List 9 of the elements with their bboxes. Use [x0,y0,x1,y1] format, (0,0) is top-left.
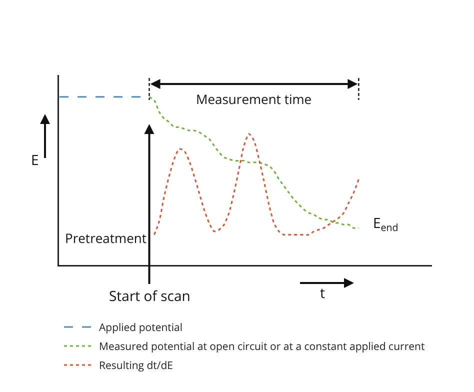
annotation: Measurement time [196,90,312,108]
text: Start of scan [109,287,190,306]
legend-label: Resulting dt/dE [99,359,174,374]
text: E$_{end}$ [373,214,398,234]
legend-label: Measured potential at open circuit or at a constant applied current [99,340,425,354]
x-axis-title: t [320,284,325,303]
annotation: Pretreatment [65,229,147,247]
y-axis-title: E [31,151,39,170]
legend-label: Applied potential [99,321,183,336]
